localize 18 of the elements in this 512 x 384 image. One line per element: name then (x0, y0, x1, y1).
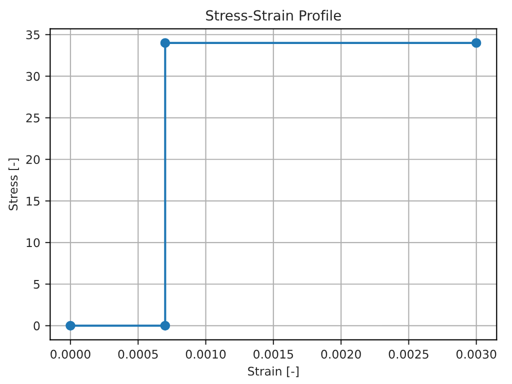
x-tick-label: 0.0015 (254, 350, 294, 359)
chart-title: Stress-Strain Profile (206, 10, 341, 21)
y-tick-label: 35 (26, 30, 40, 40)
x-tick-label: 0.0000 (50, 350, 90, 359)
y-tick-label: 5 (34, 280, 40, 289)
y-tick-label: 10 (26, 238, 40, 248)
y-tick-label: 15 (26, 196, 40, 206)
y-tick-label: 20 (26, 155, 40, 164)
y-tick-label: 30 (26, 72, 40, 81)
y-axis-title: Stress [-] (8, 158, 19, 210)
x-tick-label: 0.0005 (118, 350, 158, 359)
x-tick-label: 0.0020 (321, 350, 361, 359)
x-axis-title: Strain [-] (248, 366, 298, 378)
y-tick-label: 0 (34, 321, 40, 330)
y-tick-label: 25 (26, 114, 40, 122)
x-tick-label: 0.0025 (388, 350, 428, 359)
x-tick-label: 0.0030 (456, 350, 496, 359)
x-tick-label: 0.0010 (186, 350, 226, 359)
